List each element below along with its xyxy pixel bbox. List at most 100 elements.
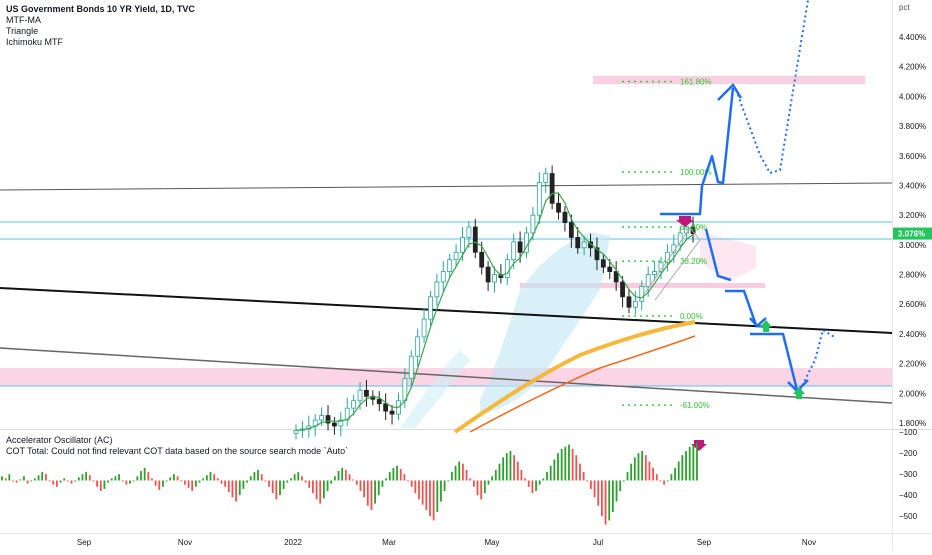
down-arrow-marker <box>676 216 694 227</box>
osc-bar <box>48 480 51 482</box>
candle-body <box>613 271 619 283</box>
osc-bar <box>465 469 468 481</box>
osc-bar <box>480 480 483 500</box>
osc-bar <box>260 474 263 481</box>
osc-bar <box>140 471 142 481</box>
osc-bar <box>363 480 366 498</box>
last-price-tag <box>893 227 932 240</box>
osc-bar <box>619 480 622 491</box>
osc-bar <box>216 478 219 481</box>
osc-bar <box>125 480 128 485</box>
osc-bar <box>688 446 691 481</box>
x-tick-label: May <box>484 538 499 547</box>
y-tick-label: 3.600% <box>899 152 926 161</box>
candle-body <box>472 226 478 253</box>
osc-bar <box>538 480 541 485</box>
osc-bar <box>454 465 457 481</box>
osc-bar <box>392 467 395 481</box>
osc-bar <box>96 480 99 487</box>
fib-label: 38.20% <box>680 257 707 266</box>
osc-bar <box>30 480 33 482</box>
osc-bar <box>41 472 44 481</box>
osc-bar <box>198 480 201 483</box>
osc-bar <box>1 476 3 481</box>
last-price-label: 3.076% <box>898 230 925 239</box>
osc-bar <box>322 480 325 499</box>
candle-body <box>428 296 433 320</box>
osc-bar <box>271 480 274 494</box>
osc-tick-label: −300 <box>899 470 918 479</box>
candle-body <box>568 222 574 238</box>
osc-bar <box>235 480 238 502</box>
up-arrow-marker <box>793 387 805 399</box>
osc-bar <box>359 480 362 491</box>
fib-label: -61.00% <box>680 401 710 410</box>
bullish-arrowhead <box>717 82 743 101</box>
osc-bar <box>238 480 241 496</box>
osc-bar <box>535 480 537 491</box>
x-tick-label: 2022 <box>284 538 302 547</box>
ma-thin-line <box>469 335 696 433</box>
osc-bar <box>290 478 292 481</box>
osc-bar <box>677 461 680 481</box>
dotted-bounce-path <box>799 328 837 391</box>
osc-bar <box>575 455 578 481</box>
osc-bar <box>388 472 391 481</box>
osc-bar <box>659 480 662 482</box>
candle-body <box>575 237 581 249</box>
osc-bar <box>469 478 472 481</box>
osc-bar <box>652 467 655 481</box>
y-tick-label: 4.000% <box>899 92 926 101</box>
indicator-triangle: Triangle <box>6 26 39 36</box>
osc-bar <box>622 480 625 482</box>
osc-bar <box>136 476 139 481</box>
osc-bar <box>568 444 570 481</box>
fib-label: 61.80% <box>680 223 707 232</box>
osc-bar <box>249 476 252 481</box>
candle-body <box>562 211 568 223</box>
osc-bar <box>308 480 311 488</box>
candle-body <box>632 300 638 308</box>
y-tick-label: 3.000% <box>899 241 926 250</box>
osc-tick-label: −500 <box>899 512 918 521</box>
osc-bar <box>268 480 270 487</box>
osc-bar <box>410 480 413 487</box>
candle-body <box>408 355 414 379</box>
candle-body <box>485 266 491 283</box>
osc-bar <box>626 472 629 481</box>
candle-body <box>594 247 600 261</box>
osc-bar <box>92 480 95 482</box>
osc-bar <box>77 477 80 481</box>
short-ma-line <box>295 192 694 431</box>
candle-body <box>620 281 625 298</box>
osc-bar <box>440 480 442 502</box>
osc-bar <box>70 480 73 484</box>
fib-label: 0.00% <box>680 312 703 321</box>
candle-body <box>536 182 542 216</box>
osc-bar <box>491 476 494 481</box>
osc-bar <box>546 472 548 481</box>
candle-body <box>556 202 561 213</box>
up-arrow-marker <box>760 320 772 332</box>
osc-bar <box>641 451 644 481</box>
osc-bar <box>99 480 102 491</box>
chart-legend: US Government Bonds 10 YR Yield, 1D, TVC… <box>6 4 195 48</box>
osc-bar <box>509 451 512 481</box>
osc-bar <box>147 472 150 481</box>
osc-bar <box>129 480 131 484</box>
candle-body <box>383 403 389 412</box>
osc-bar <box>293 474 296 481</box>
osc-bar <box>231 480 234 498</box>
osc-bar <box>571 448 574 481</box>
osc-bar <box>330 480 333 484</box>
osc-bar <box>381 480 384 487</box>
osc-bar <box>114 476 117 481</box>
candle-body <box>357 389 363 402</box>
osc-bar <box>162 480 164 487</box>
osc-bar <box>502 457 505 481</box>
osc-bar <box>524 478 526 481</box>
candle-body <box>325 415 331 424</box>
osc-bar <box>220 480 223 484</box>
